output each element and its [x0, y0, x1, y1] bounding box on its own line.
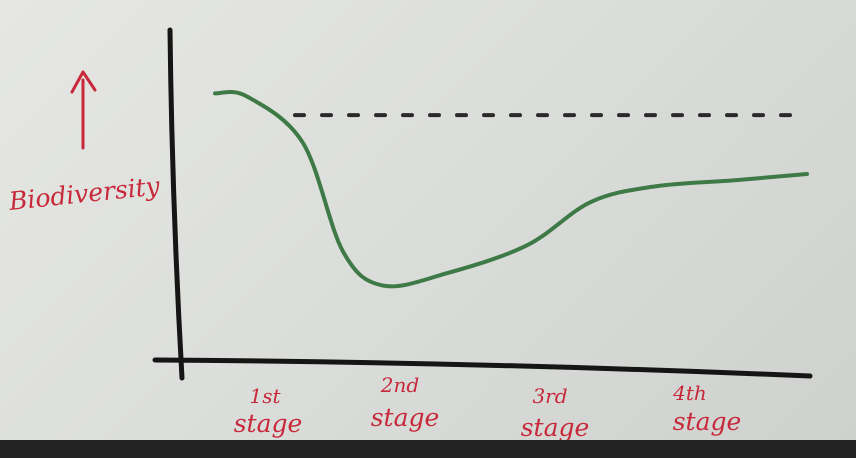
biodiversity-line: [215, 92, 807, 286]
x-tick-2nd-line2: stage: [371, 403, 440, 432]
x-tick-1st-line1: 1st: [249, 384, 281, 408]
x-tick-1st-stage: 1st stage: [234, 384, 303, 438]
x-tick-2nd-stage: 2nd stage: [371, 373, 440, 432]
x-tick-3rd-stage: 3rd stage: [521, 384, 590, 440]
x-tick-3rd-line2: stage: [521, 413, 590, 440]
y-axis-arrow: [72, 72, 95, 148]
x-axis: [155, 360, 810, 376]
x-tick-1st-line2: stage: [234, 409, 303, 438]
bottom-edge: [0, 440, 856, 458]
x-tick-4th-line2: stage: [673, 407, 742, 436]
x-tick-4th-line1: 4th: [672, 381, 707, 405]
y-axis: [170, 30, 182, 378]
y-axis-label: Biodiversity: [7, 171, 162, 216]
x-tick-3rd-line1: 3rd: [532, 384, 567, 408]
x-tick-4th-stage: 4th stage: [672, 381, 741, 436]
biodiversity-chart: Biodiversity 1st stage 2nd stage 3rd sta…: [0, 0, 856, 440]
x-tick-2nd-line1: 2nd: [380, 373, 419, 397]
